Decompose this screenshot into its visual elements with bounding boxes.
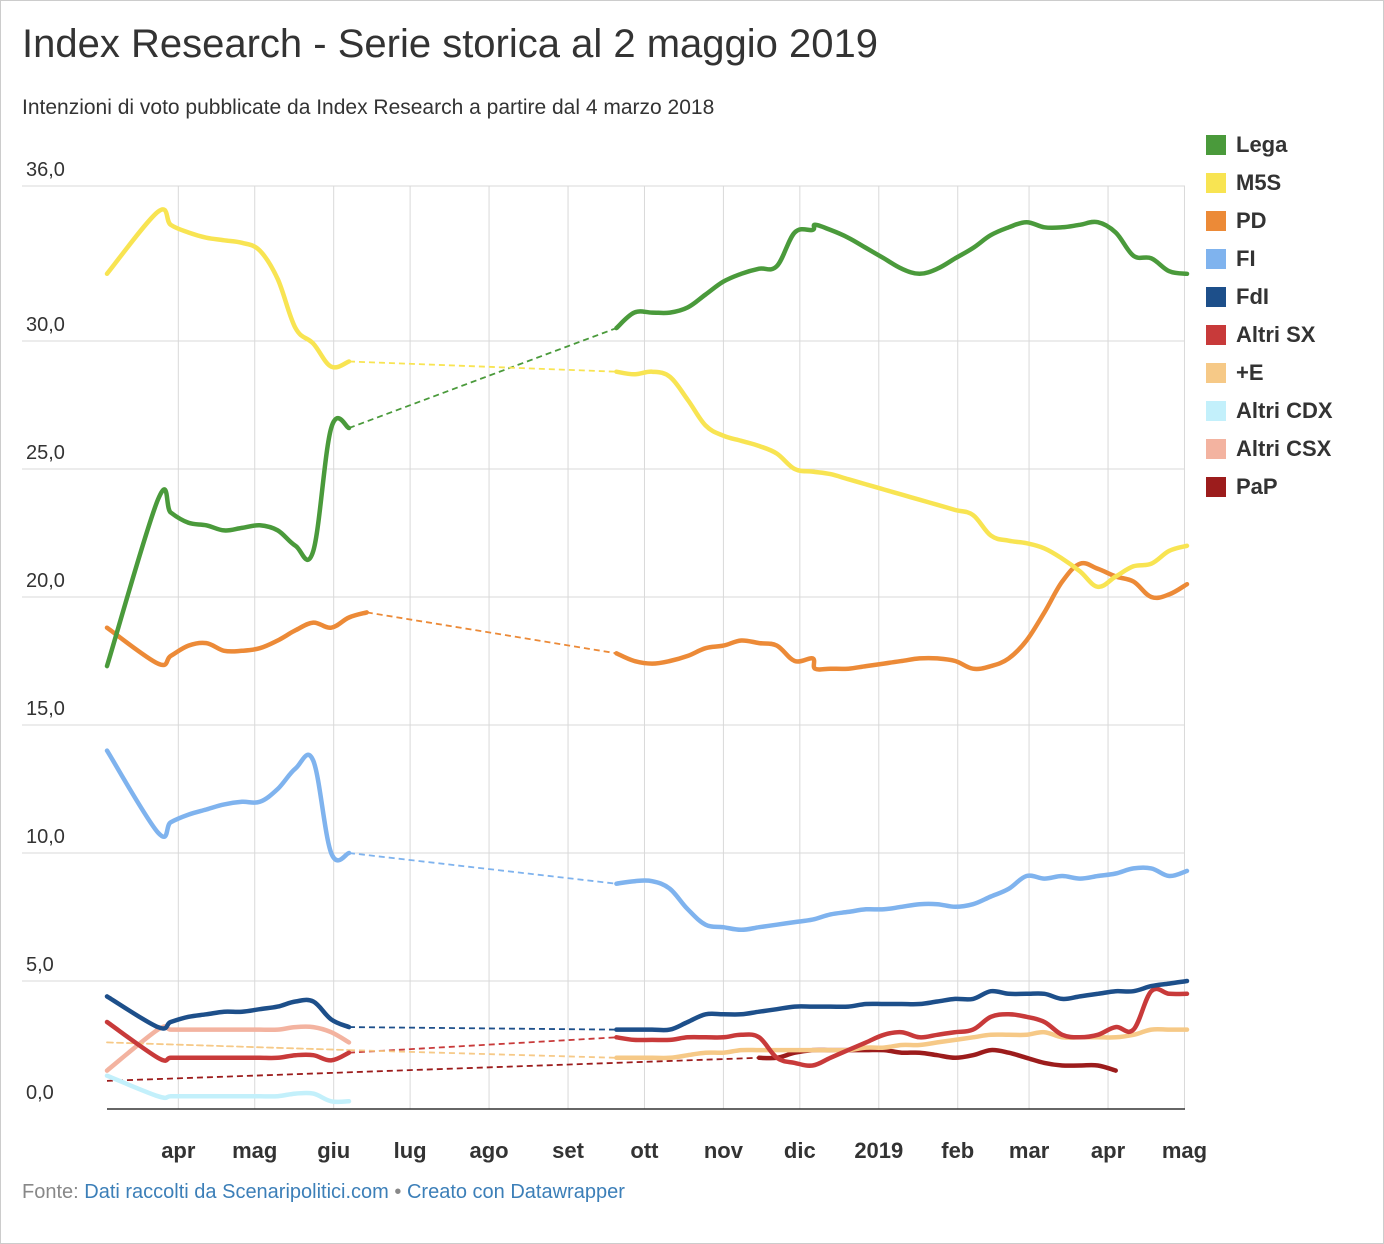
gap-connector bbox=[348, 360, 617, 373]
series-line-lega bbox=[614, 219, 1190, 331]
y-tick-label: 36,0 bbox=[26, 159, 65, 181]
legend-swatch bbox=[1206, 173, 1226, 193]
series-line-fdi bbox=[104, 994, 352, 1031]
legend-item: Altri CSX bbox=[1206, 430, 1333, 468]
legend-label: Altri CSX bbox=[1236, 436, 1332, 461]
legend-label: PaP bbox=[1236, 474, 1278, 499]
legend-item: Lega bbox=[1206, 126, 1333, 164]
y-tick-label: 30,0 bbox=[26, 314, 65, 336]
legend-swatch bbox=[1206, 477, 1226, 497]
x-tick-label: ago bbox=[470, 1138, 509, 1163]
series-line-e bbox=[106, 1041, 350, 1051]
series-line-m5s bbox=[104, 207, 352, 370]
legend-item: Altri CDX bbox=[1206, 392, 1333, 430]
x-tick-label: lug bbox=[394, 1138, 427, 1163]
legend-label: FdI bbox=[1236, 284, 1269, 309]
gap-connector bbox=[106, 1056, 760, 1082]
datawrapper-link[interactable]: Creato con Datawrapper bbox=[406, 1181, 625, 1203]
x-tick-label: mag bbox=[232, 1138, 277, 1163]
series-line-lega bbox=[104, 416, 352, 669]
x-tick-label: mag bbox=[1162, 1138, 1207, 1163]
x-tick-label: feb bbox=[941, 1138, 974, 1163]
x-tick-label: apr bbox=[161, 1138, 196, 1163]
series-line-altri-sx bbox=[104, 1019, 352, 1063]
x-tick-label: 2019 bbox=[854, 1138, 903, 1163]
legend-swatch bbox=[1206, 287, 1226, 307]
legend: Lega M5S PD FI FdI Altri SX +E Altri CDX Altri C… bbox=[1206, 126, 1333, 506]
y-tick-label: 10,0 bbox=[26, 826, 65, 848]
legend-item: +E bbox=[1206, 354, 1333, 392]
y-tick-label: 20,0 bbox=[26, 570, 65, 592]
y-tick-label: 0,0 bbox=[26, 1082, 54, 1104]
series-line-pd bbox=[104, 610, 370, 668]
legend-item: FdI bbox=[1206, 278, 1333, 316]
legend-label: Altri SX bbox=[1236, 322, 1316, 347]
chart-title: Index Research - Serie storica al 2 magg… bbox=[22, 22, 879, 66]
x-tick-label: mar bbox=[1009, 1138, 1050, 1163]
gap-connector bbox=[348, 327, 617, 429]
x-tick-label: set bbox=[552, 1138, 584, 1163]
x-tick-label: nov bbox=[704, 1138, 744, 1163]
series-line-pd bbox=[614, 560, 1190, 672]
legend-item: FI bbox=[1206, 240, 1333, 278]
legend-label: FI bbox=[1236, 246, 1256, 271]
legend-label: PD bbox=[1236, 208, 1267, 233]
x-tick-label: ott bbox=[630, 1138, 659, 1163]
legend-swatch bbox=[1206, 325, 1226, 345]
x-tick-label: giu bbox=[317, 1138, 350, 1163]
legend-item: PaP bbox=[1206, 468, 1333, 506]
gap-connector bbox=[348, 852, 617, 885]
legend-swatch bbox=[1206, 363, 1226, 383]
legend-swatch bbox=[1206, 401, 1226, 421]
chart-footer: Fonte: Dati raccolti da Scenaripolitici.… bbox=[22, 1181, 625, 1204]
legend-label: M5S bbox=[1236, 170, 1282, 195]
series-line-fdi bbox=[614, 978, 1190, 1033]
series-line-fi bbox=[614, 865, 1190, 933]
source-link[interactable]: Dati raccolti da Scenaripolitici.com bbox=[84, 1181, 389, 1203]
series-line-m5s bbox=[614, 369, 1190, 590]
chart-subtitle: Intenzioni di voto pubblicate da Index R… bbox=[22, 96, 715, 119]
footer-separator: • bbox=[394, 1181, 402, 1203]
series-line-fi bbox=[104, 748, 352, 863]
y-tick-label: 25,0 bbox=[26, 442, 65, 464]
legend-label: Lega bbox=[1236, 132, 1288, 157]
legend-item: Altri SX bbox=[1206, 316, 1333, 354]
series-line-altri-sx bbox=[614, 986, 1190, 1068]
series-line-altri-cdx bbox=[104, 1073, 352, 1105]
series-line-altri-csx bbox=[104, 1024, 352, 1073]
x-tick-label: apr bbox=[1091, 1138, 1126, 1163]
legend-swatch bbox=[1206, 211, 1226, 231]
y-tick-label: 15,0 bbox=[26, 698, 65, 720]
y-tick-label: 5,0 bbox=[26, 954, 54, 976]
legend-label: +E bbox=[1236, 360, 1264, 385]
gap-connector bbox=[348, 1026, 617, 1031]
gap-connector bbox=[348, 1049, 617, 1059]
x-tick-label: dic bbox=[784, 1138, 816, 1163]
legend-swatch bbox=[1206, 439, 1226, 459]
legend-item: M5S bbox=[1206, 164, 1333, 202]
legend-item: PD bbox=[1206, 202, 1333, 240]
gap-connector bbox=[348, 1036, 617, 1054]
source-prefix: Fonte: bbox=[22, 1181, 79, 1203]
gap-connector bbox=[366, 611, 617, 655]
legend-swatch bbox=[1206, 249, 1226, 269]
legend-swatch bbox=[1206, 135, 1226, 155]
legend-label: Altri CDX bbox=[1236, 398, 1333, 423]
